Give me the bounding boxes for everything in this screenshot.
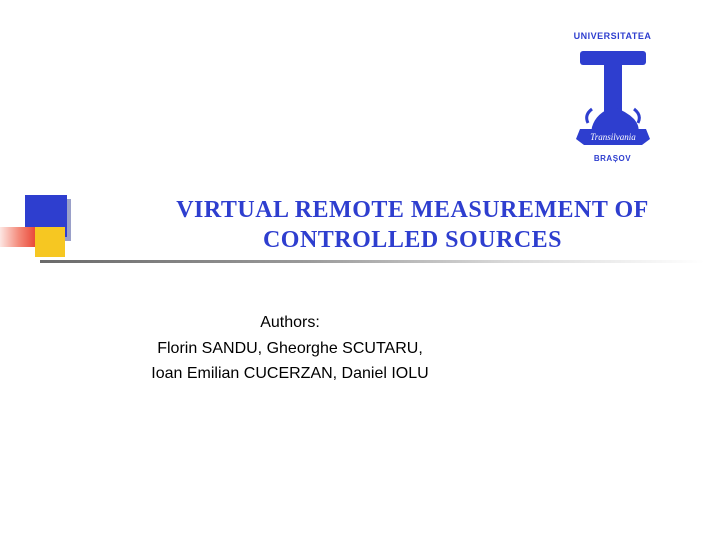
authors-heading: Authors: <box>0 310 580 336</box>
decorative-squares-icon <box>0 195 80 270</box>
university-logo: UNIVERSITATEA Transilvania BRAȘOV <box>565 22 660 172</box>
logo-bottom-text: BRAȘOV <box>594 154 631 163</box>
logo-emblem-icon: Transilvania <box>574 45 652 150</box>
slide-title-area: VIRTUAL REMOTE MEASUREMENT OF CONTROLLED… <box>135 195 690 255</box>
logo-top-text: UNIVERSITATEA <box>574 31 652 41</box>
authors-line-2: Ioan Emilian CUCERZAN, Daniel IOLU <box>0 361 580 387</box>
authors-block: Authors: Florin SANDU, Gheorghe SCUTARU,… <box>0 310 580 387</box>
svg-text:Transilvania: Transilvania <box>590 132 636 142</box>
title-line-1: VIRTUAL REMOTE MEASUREMENT OF <box>176 197 649 223</box>
authors-line-1: Florin SANDU, Gheorghe SCUTARU, <box>0 336 580 362</box>
slide-title: VIRTUAL REMOTE MEASUREMENT OF CONTROLLED… <box>135 195 690 255</box>
title-divider <box>40 260 705 263</box>
title-line-2: CONTROLLED SOURCES <box>263 227 562 253</box>
